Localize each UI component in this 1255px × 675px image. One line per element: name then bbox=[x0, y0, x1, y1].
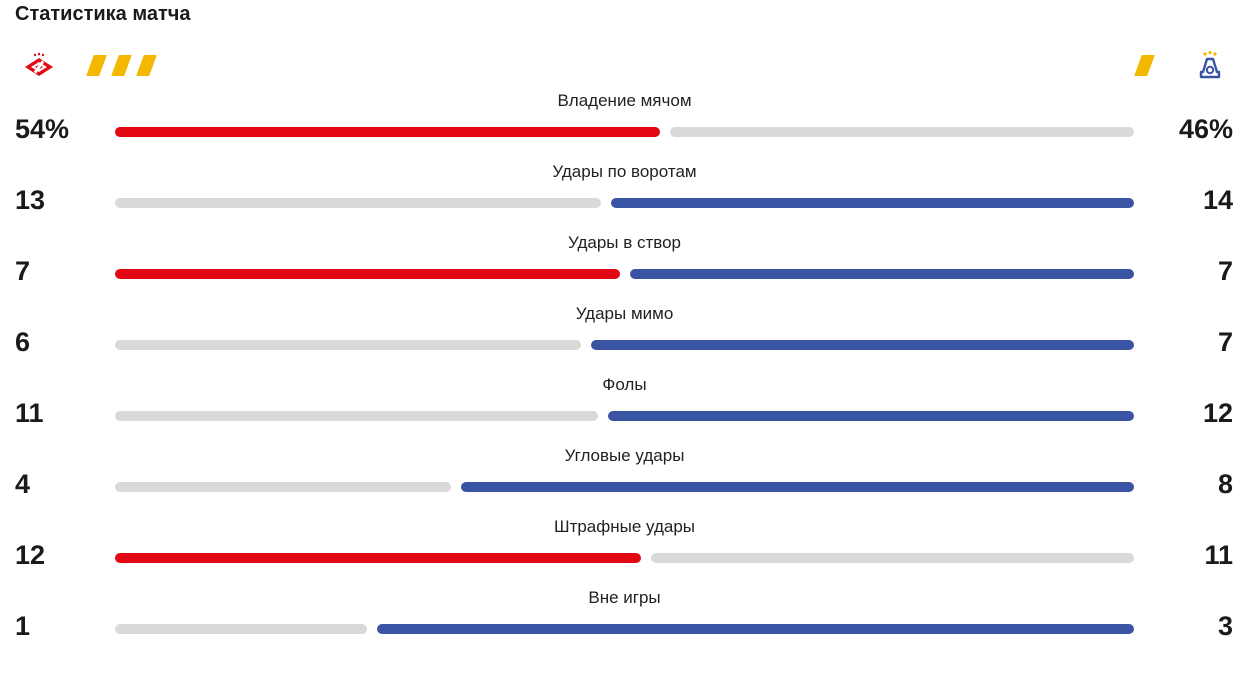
stat-label: Штрафные удары bbox=[553, 517, 696, 536]
stat-row: Угловые удары 4 8 bbox=[0, 446, 1255, 517]
away-stat-bar bbox=[608, 411, 1134, 421]
home-stat-value: 12 bbox=[15, 540, 46, 570]
home-stat-value: 4 bbox=[15, 469, 31, 499]
away-stat-value: 3 bbox=[1217, 611, 1233, 641]
home-stat-bar bbox=[115, 553, 641, 563]
home-stat-value: 6 bbox=[15, 327, 31, 357]
home-stat-value: 54% bbox=[15, 114, 70, 144]
stat-row: Штрафные удары 12 11 bbox=[0, 517, 1255, 588]
stat-label: Вне игры bbox=[588, 588, 661, 607]
home-stat-bar bbox=[115, 624, 367, 634]
away-stat-value: 14 bbox=[1202, 185, 1233, 215]
stat-row: Удары по воротам 13 14 bbox=[0, 162, 1255, 233]
stat-label: Удары по воротам bbox=[552, 162, 697, 181]
stat-row: Владение мячом 54% 46% bbox=[0, 91, 1255, 162]
spartak-logo-icon[interactable] bbox=[22, 50, 56, 84]
away-stat-bar bbox=[670, 127, 1134, 137]
home-stat-value: 13 bbox=[15, 185, 46, 215]
home-yellow-cards bbox=[86, 55, 157, 77]
yellow-card-icon bbox=[1134, 55, 1155, 76]
away-stat-bar bbox=[461, 482, 1134, 492]
stat-row: Удары в створ 7 7 bbox=[0, 233, 1255, 304]
away-stat-value: 7 bbox=[1217, 256, 1233, 286]
away-stat-bar bbox=[630, 269, 1134, 279]
stat-label: Угловые удары bbox=[564, 446, 685, 465]
away-stat-bar bbox=[377, 624, 1134, 634]
home-stat-value: 7 bbox=[15, 256, 31, 286]
away-stat-value: 8 bbox=[1217, 469, 1233, 499]
home-stat-bar bbox=[115, 269, 620, 279]
away-yellow-cards bbox=[1134, 55, 1155, 77]
away-stat-value: 46% bbox=[1178, 114, 1233, 144]
away-stat-bar bbox=[611, 198, 1134, 208]
stat-label: Удары в створ bbox=[567, 233, 682, 252]
home-stat-bar bbox=[115, 198, 601, 208]
stat-label: Удары мимо bbox=[575, 304, 674, 323]
stat-row: Фолы 11 12 bbox=[0, 375, 1255, 446]
away-stat-bar bbox=[651, 553, 1134, 563]
stat-row: Удары мимо 6 7 bbox=[0, 304, 1255, 375]
page-title: Статистика матча bbox=[15, 3, 191, 25]
yellow-card-icon bbox=[136, 55, 157, 76]
stat-row: Вне игры 1 3 bbox=[0, 588, 1255, 659]
home-stat-value: 11 bbox=[15, 398, 44, 428]
stat-label: Владение мячом bbox=[557, 91, 692, 110]
away-stat-value: 12 bbox=[1202, 398, 1233, 428]
home-stat-bar bbox=[115, 411, 598, 421]
away-stat-value: 11 bbox=[1204, 540, 1233, 570]
home-stat-bar bbox=[115, 340, 581, 350]
yellow-card-icon bbox=[111, 55, 132, 76]
away-stat-bar bbox=[591, 340, 1134, 350]
stat-label: Фолы bbox=[602, 375, 647, 394]
home-stat-bar bbox=[115, 127, 660, 137]
yellow-card-icon bbox=[86, 55, 107, 76]
home-stat-bar bbox=[115, 482, 451, 492]
dynamo-logo-icon[interactable] bbox=[1193, 50, 1227, 84]
home-stat-value: 1 bbox=[15, 611, 31, 641]
away-stat-value: 7 bbox=[1217, 327, 1233, 357]
